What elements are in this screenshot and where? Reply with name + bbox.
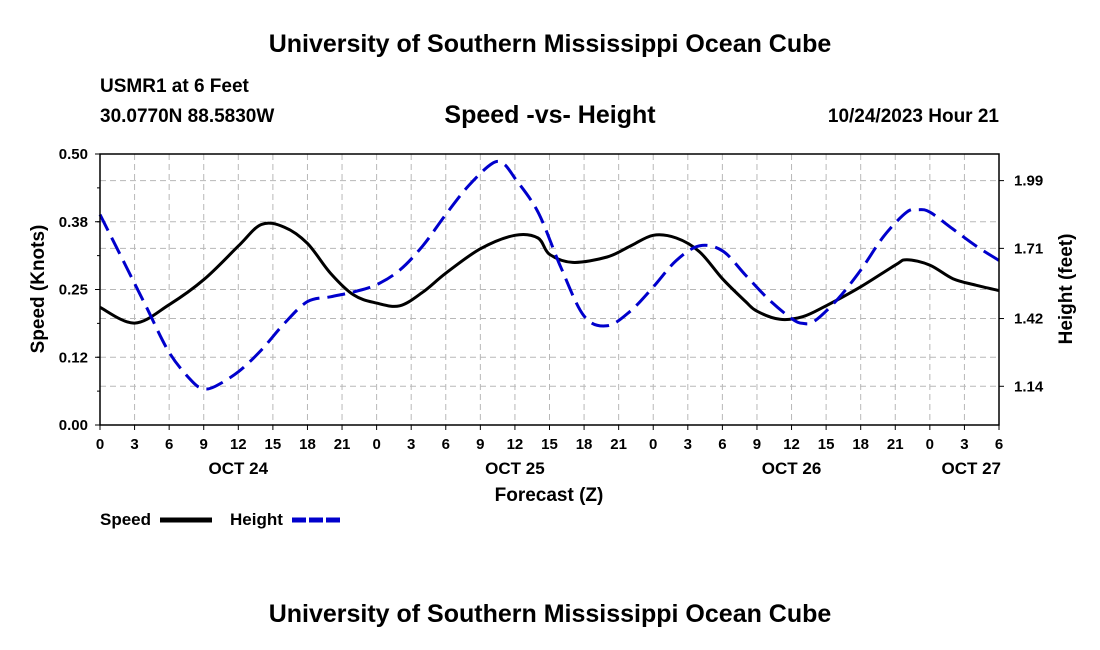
x-tick-label: 9 xyxy=(476,436,484,453)
y-tick-label: 0.00 xyxy=(59,417,88,434)
y-tick-label: 0.12 xyxy=(59,349,88,366)
speed-series-line xyxy=(99,221,1000,325)
day-label: OCT 26 xyxy=(762,459,822,478)
y-tick-label: 0.25 xyxy=(59,282,88,299)
coordinates-label: 30.0770N 88.5830W xyxy=(100,106,275,127)
height-series-line xyxy=(98,159,1000,391)
y-tick-label: 0.38 xyxy=(59,214,88,231)
day-label: OCT 27 xyxy=(941,459,1001,478)
station-label: USMR1 at 6 Feet xyxy=(100,76,249,97)
page-title: University of Southern Mississippi Ocean… xyxy=(268,30,832,58)
x-tick-label: 6 xyxy=(995,436,1003,453)
x-tick-label: 0 xyxy=(372,436,380,453)
day-label: OCT 24 xyxy=(209,459,269,478)
y2-tick-label: 1.42 xyxy=(1014,311,1043,328)
chart-title: Speed -vs- Height xyxy=(444,101,656,129)
x-tick-label: 6 xyxy=(718,436,726,453)
y2-tick-label: 1.14 xyxy=(1014,378,1044,395)
x-tick-label: 15 xyxy=(265,436,282,453)
x-tick-label: 3 xyxy=(960,436,968,453)
legend-label-height: Height xyxy=(230,510,283,529)
x-tick-label: 12 xyxy=(230,436,247,453)
legend-label-speed: Speed xyxy=(100,510,151,529)
x-tick-label: 9 xyxy=(753,436,761,453)
x-tick-label: 15 xyxy=(541,436,558,453)
x-tick-label: 15 xyxy=(818,436,835,453)
day-label: OCT 25 xyxy=(485,459,545,478)
legend: Speed Height xyxy=(100,510,343,529)
x-tick-label: 21 xyxy=(887,436,904,453)
y2-axis-label: Height (feet) xyxy=(1056,234,1077,345)
x-tick-label: 6 xyxy=(165,436,173,453)
x-tick-label: 3 xyxy=(407,436,415,453)
series-lines xyxy=(98,159,1000,391)
x-axis-label: Forecast (Z) xyxy=(495,485,604,506)
x-tick-label: 18 xyxy=(299,436,316,453)
timestamp-label: 10/24/2023 Hour 21 xyxy=(827,106,999,127)
x-tick-label: 9 xyxy=(200,436,208,453)
x-tick-label: 21 xyxy=(610,436,627,453)
x-tick-label: 12 xyxy=(507,436,524,453)
x-tick-label: 18 xyxy=(576,436,593,453)
y2-tick-label: 1.99 xyxy=(1014,173,1043,190)
y-tick-label: 0.50 xyxy=(59,146,88,163)
x-tick-label: 3 xyxy=(130,436,138,453)
x-tick-label: 3 xyxy=(684,436,692,453)
y2-tick-label: 1.71 xyxy=(1014,240,1043,257)
x-tick-label: 21 xyxy=(334,436,351,453)
y-axis-label: Speed (Knots) xyxy=(28,225,49,354)
speed-height-chart: 0 3 6 9 12 15 18 21 0 3 6 9 12 15 18 21 0 3 6 9 12 15 18 21 0 3 6 0… xyxy=(28,146,1077,529)
x-tick-label: 0 xyxy=(96,436,104,453)
footer-title: University of Southern Mississippi Ocean… xyxy=(268,600,832,628)
x-tick-label: 0 xyxy=(926,436,934,453)
x-tick-label: 0 xyxy=(649,436,657,453)
axes: 0 3 6 9 12 15 18 21 0 3 6 9 12 15 18 21 0 3 6 9 12 15 18 21 0 3 6 0… xyxy=(59,146,1044,478)
grid-lines xyxy=(100,154,999,425)
x-tick-label: 12 xyxy=(783,436,800,453)
x-tick-label: 6 xyxy=(442,436,450,453)
x-tick-label: 18 xyxy=(852,436,869,453)
